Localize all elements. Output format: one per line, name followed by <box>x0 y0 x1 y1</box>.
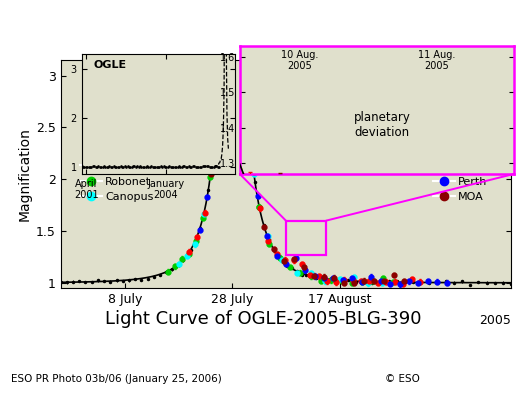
Text: 11 Aug.
2005: 11 Aug. 2005 <box>418 50 456 72</box>
Legend: Danish, Perth, MOA: Danish, Perth, MOA <box>428 157 501 207</box>
Text: ESO PR Photo 03b/06 (January 25, 2006): ESO PR Photo 03b/06 (January 25, 2006) <box>11 374 221 384</box>
Text: OGLE: OGLE <box>94 60 127 70</box>
Y-axis label: Magnification: Magnification <box>18 127 32 221</box>
Text: +: + <box>482 383 490 393</box>
Bar <box>286 221 326 255</box>
Text: Light Curve of OGLE-2005-BLG-390: Light Curve of OGLE-2005-BLG-390 <box>105 310 422 328</box>
Text: 2005: 2005 <box>480 314 511 327</box>
Text: +ES+: +ES+ <box>475 357 497 366</box>
Text: 10 Aug.
2005: 10 Aug. 2005 <box>281 50 319 72</box>
Text: planetary
deviation: planetary deviation <box>354 111 411 139</box>
Text: © ESO: © ESO <box>385 374 419 384</box>
Text: O: O <box>482 370 490 380</box>
